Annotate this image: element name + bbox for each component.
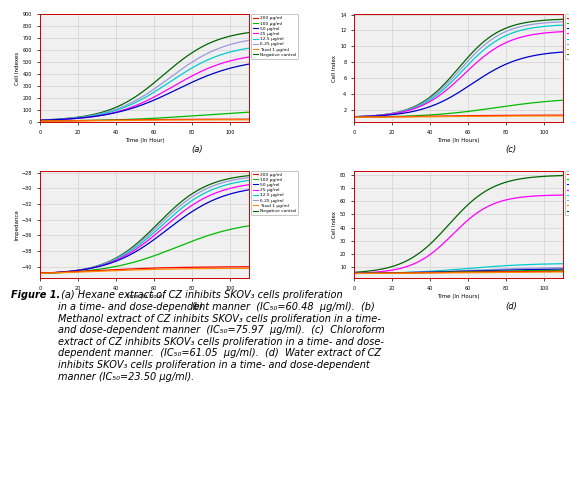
X-axis label: Time (In Hours): Time (In Hours) (438, 294, 480, 299)
Legend: 200 μg/ml, 100 μg/ml, 50 μg/ml, 25 μg/ml, 12.5 μg/ml, 6.25 μg/ml, Taxol 1 μg/ml,: 200 μg/ml, 100 μg/ml, 50 μg/ml, 25 μg/ml… (566, 14, 569, 59)
Text: (d): (d) (505, 301, 517, 311)
Y-axis label: Cell Index: Cell Index (332, 55, 337, 82)
Y-axis label: Cell Index: Cell Index (332, 211, 337, 238)
Legend: 200 μg/ml, 100 μg/ml, 50 μg/ml, 25 μg/ml, 12.5 μg/ml, 6.25 μg/ml, Taxol 1 μg/ml,: 200 μg/ml, 100 μg/ml, 50 μg/ml, 25 μg/ml… (251, 14, 298, 59)
Text: (c): (c) (505, 145, 517, 155)
Legend: 200 μg/ml, 100 μg/ml, 50 μg/ml, 25 μg/ml, 12.5 μg/ml, 6.25 μg/ml, Taxol 1 μg/ml,: 200 μg/ml, 100 μg/ml, 50 μg/ml, 25 μg/ml… (566, 171, 569, 215)
Text: Figure 1.: Figure 1. (11, 290, 61, 300)
Text: (a): (a) (191, 145, 203, 155)
Text: (b): (b) (191, 301, 203, 311)
X-axis label: Time (In Hours): Time (In Hours) (438, 138, 480, 143)
X-axis label: Time (In Hour): Time (In Hour) (125, 138, 164, 143)
Legend: 200 μg/ml, 100 μg/ml, 50 μg/ml, 25 μg/ml, 12.5 μg/ml, 6.25 μg/ml, Taxol 1 μg/ml,: 200 μg/ml, 100 μg/ml, 50 μg/ml, 25 μg/ml… (251, 171, 298, 215)
Y-axis label: Cell Indexes: Cell Indexes (15, 52, 20, 85)
X-axis label: Time (In Hour): Time (In Hour) (125, 294, 164, 299)
Text: (a) Hexane extract of CZ inhibits SKOV₃ cells proliferation
in a time- and dose-: (a) Hexane extract of CZ inhibits SKOV₃ … (58, 290, 385, 382)
Y-axis label: Impedance: Impedance (14, 209, 19, 240)
